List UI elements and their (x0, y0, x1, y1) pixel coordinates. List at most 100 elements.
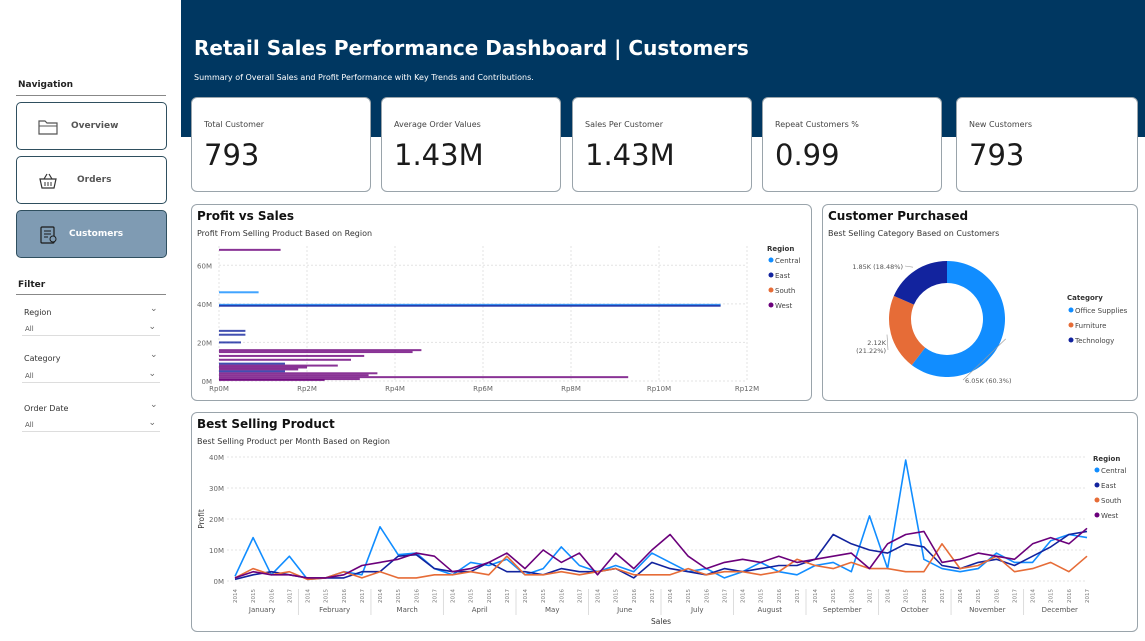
bar (219, 376, 629, 379)
order-date-filter-dropdown[interactable]: All ⌄ (22, 418, 160, 432)
year-tick-label: 2017 (1012, 589, 1018, 603)
kpi-value: 1.43M (585, 138, 675, 172)
navigation-divider (16, 95, 166, 96)
region-filter-dropdown[interactable]: All ⌄ (22, 322, 160, 336)
nav-orders-button[interactable]: Orders (16, 156, 167, 204)
year-tick-label: 2015 (469, 589, 475, 603)
year-tick-label: 2014 (741, 589, 747, 603)
category-filter-dropdown[interactable]: All ⌄ (22, 369, 160, 383)
data-label: 1.85K (18.48%) (852, 263, 903, 271)
donut-slice (889, 295, 926, 366)
legend-title: Category (1067, 294, 1103, 302)
nav-customers-label: Customers (69, 229, 124, 239)
x-tick-label: Rp12M (735, 385, 759, 393)
category-filter-label: Category (24, 354, 61, 363)
bar (219, 374, 369, 377)
legend-marker (1094, 467, 1100, 473)
panel-subtitle: Best Selling Product per Month Based on … (197, 437, 390, 446)
panel-subtitle: Profit From Selling Product Based on Reg… (197, 229, 373, 238)
year-tick-label: 2016 (269, 589, 275, 603)
kpi-new-customers-card: New Customers 793 (956, 97, 1138, 192)
legend-label: Furniture (1075, 322, 1106, 330)
month-label: November (969, 606, 1006, 614)
region-filter-label: Region (24, 308, 52, 317)
bar (219, 366, 307, 369)
page-title: Retail Sales Performance Dashboard | Cus… (194, 36, 749, 60)
bar (219, 370, 285, 373)
year-tick-label: 2017 (722, 589, 728, 603)
month-label: February (319, 606, 350, 614)
region-collapse-icon[interactable]: ⌄ (150, 304, 158, 314)
kpi-value: 793 (969, 138, 1025, 172)
panel-title: Customer Purchased (828, 209, 969, 223)
y-axis-title: Profit (197, 509, 206, 529)
kpi-sales-per-customer-card: Sales Per Customer 1.43M (572, 97, 752, 192)
donut-slice (893, 261, 947, 305)
order-date-collapse-icon[interactable]: ⌄ (150, 400, 158, 410)
category-collapse-icon[interactable]: ⌄ (150, 350, 158, 360)
navigation-heading: Navigation (18, 80, 74, 90)
year-tick-label: 2017 (432, 589, 438, 603)
month-label: August (758, 606, 783, 614)
leader-line (962, 338, 1006, 381)
year-tick-label: 2015 (759, 589, 765, 603)
legend-label: Technology (1074, 337, 1114, 345)
year-tick-label: 2017 (1085, 589, 1091, 603)
data-label: 6.05K (60.3%) (965, 377, 1012, 385)
year-tick-label: 2016 (704, 589, 710, 603)
chevron-down-icon: ⌄ (148, 418, 156, 428)
folder-icon (38, 120, 58, 135)
year-tick-label: 2015 (324, 589, 330, 603)
legend-label: West (775, 302, 792, 310)
year-tick-label: 2016 (922, 589, 928, 603)
year-tick-label: 2014 (668, 589, 674, 603)
basket-icon (39, 173, 57, 189)
kpi-label: Average Order Values (394, 120, 481, 129)
x-tick-label: Rp0M (209, 385, 229, 393)
panel-title: Profit vs Sales (197, 209, 295, 223)
filter-heading: Filter (18, 280, 46, 290)
bar (219, 362, 285, 365)
y-tick-label: 0M (202, 378, 213, 386)
series-line (234, 527, 1088, 579)
customer-purchased-donut-chart[interactable]: 6.05K (60.3%) 2.12K(21.22%) 1.85K (18.48%)… (823, 205, 1137, 400)
kpi-value: 0.99 (775, 138, 840, 172)
chevron-down-icon: ⌄ (148, 322, 156, 332)
year-tick-label: 2014 (813, 589, 819, 603)
legend-marker (768, 257, 774, 263)
region-filter-value: All (25, 325, 34, 333)
year-tick-label: 2014 (958, 589, 964, 603)
y-tick-label: 60M (197, 262, 212, 270)
month-label: April (472, 606, 488, 614)
year-tick-label: 2017 (287, 589, 293, 603)
kpi-label: New Customers (969, 120, 1033, 129)
best-selling-product-panel: Best Selling Product Best Selling Produc… (191, 412, 1138, 632)
x-tick-label: Rp6M (473, 385, 493, 393)
kpi-average-order-values-card: Average Order Values 1.43M (381, 97, 561, 192)
nav-customers-button[interactable]: Customers (16, 210, 167, 258)
customer-list-icon (40, 226, 57, 244)
year-tick-label: 2017 (940, 589, 946, 603)
year-tick-label: 2015 (614, 589, 620, 603)
bar (219, 351, 413, 354)
legend-marker (1068, 337, 1074, 343)
bar (219, 341, 241, 344)
series-line (234, 543, 1088, 581)
bar (219, 358, 351, 361)
legend-label: East (775, 272, 790, 280)
month-label: January (248, 606, 276, 614)
legend-marker (768, 272, 774, 278)
nav-overview-button[interactable]: Overview (16, 102, 167, 150)
kpi-value: 1.43M (394, 138, 484, 172)
year-tick-label: 2016 (559, 589, 565, 603)
bar (219, 333, 246, 336)
chevron-down-icon: ⌄ (148, 369, 156, 379)
y-tick-label: 20M (197, 339, 212, 347)
year-tick-label: 2014 (306, 589, 312, 603)
order-date-filter-label: Order Date (24, 404, 69, 413)
profit-vs-sales-chart[interactable]: Rp0M Rp2M Rp4M Rp6M Rp8M Rp10M Rp12M 0M 20M 40M 60… (192, 205, 811, 400)
series-line (234, 459, 1088, 581)
best-selling-product-line-chart[interactable]: 0M 10M 20M 30M 40M Profit 2014 2015 2016 2017 Janu… (192, 413, 1137, 631)
legend-title: Region (767, 245, 794, 253)
year-tick-label: 2017 (867, 589, 873, 603)
